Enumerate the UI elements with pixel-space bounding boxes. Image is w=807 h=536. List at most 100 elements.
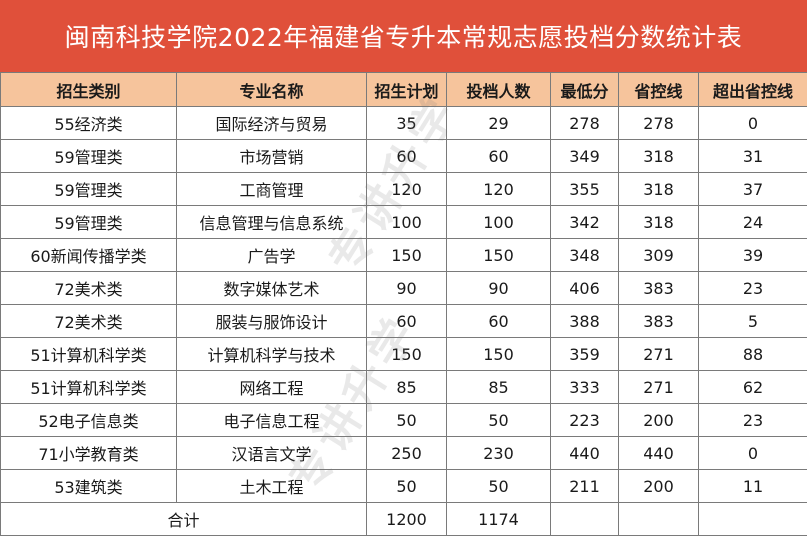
cell-control-line: 383 xyxy=(619,272,699,305)
cell-above-control: 31 xyxy=(699,140,807,173)
total-empty-cell xyxy=(551,503,619,536)
cell-control-line: 318 xyxy=(619,140,699,173)
cell-control-line: 383 xyxy=(619,305,699,338)
cell-min-score: 348 xyxy=(551,239,619,272)
cell-plan: 50 xyxy=(367,404,447,437)
cell-major: 数字媒体艺术 xyxy=(177,272,367,305)
cell-above-control: 39 xyxy=(699,239,807,272)
total-empty-cell xyxy=(619,503,699,536)
cell-plan: 85 xyxy=(367,371,447,404)
cell-major: 汉语言文学 xyxy=(177,437,367,470)
cell-control-line: 200 xyxy=(619,470,699,503)
cell-admitted: 50 xyxy=(447,404,551,437)
cell-category: 51计算机科学类 xyxy=(1,338,177,371)
cell-above-control: 0 xyxy=(699,107,807,140)
cell-plan: 60 xyxy=(367,140,447,173)
cell-major: 工商管理 xyxy=(177,173,367,206)
cell-admitted: 120 xyxy=(447,173,551,206)
cell-category: 59管理类 xyxy=(1,206,177,239)
cell-major: 网络工程 xyxy=(177,371,367,404)
cell-min-score: 211 xyxy=(551,470,619,503)
cell-category: 72美术类 xyxy=(1,305,177,338)
cell-control-line: 278 xyxy=(619,107,699,140)
cell-category: 72美术类 xyxy=(1,272,177,305)
cell-admitted: 230 xyxy=(447,437,551,470)
cell-above-control: 23 xyxy=(699,272,807,305)
cell-plan: 100 xyxy=(367,206,447,239)
header-min-score: 最低分 xyxy=(551,73,619,107)
cell-admitted: 100 xyxy=(447,206,551,239)
cell-plan: 250 xyxy=(367,437,447,470)
header-major: 专业名称 xyxy=(177,73,367,107)
page-title: 闽南科技学院2022年福建省专升本常规志愿投档分数统计表 xyxy=(65,18,743,54)
cell-category: 53建筑类 xyxy=(1,470,177,503)
cell-major: 土木工程 xyxy=(177,470,367,503)
cell-above-control: 62 xyxy=(699,371,807,404)
cell-min-score: 440 xyxy=(551,437,619,470)
cell-above-control: 88 xyxy=(699,338,807,371)
cell-plan: 120 xyxy=(367,173,447,206)
cell-admitted: 60 xyxy=(447,140,551,173)
table-header-row: 招生类别 专业名称 招生计划 投档人数 最低分 省控线 超出省控线 xyxy=(1,73,807,107)
cell-major: 市场营销 xyxy=(177,140,367,173)
cell-major: 国际经济与贸易 xyxy=(177,107,367,140)
total-row: 合计 1200 1174 xyxy=(1,503,807,536)
cell-control-line: 271 xyxy=(619,371,699,404)
cell-plan: 60 xyxy=(367,305,447,338)
cell-min-score: 406 xyxy=(551,272,619,305)
cell-major: 信息管理与信息系统 xyxy=(177,206,367,239)
cell-min-score: 349 xyxy=(551,140,619,173)
cell-admitted: 85 xyxy=(447,371,551,404)
cell-plan: 90 xyxy=(367,272,447,305)
cell-plan: 50 xyxy=(367,470,447,503)
cell-control-line: 318 xyxy=(619,173,699,206)
cell-above-control: 5 xyxy=(699,305,807,338)
cell-category: 51计算机科学类 xyxy=(1,371,177,404)
cell-major: 电子信息工程 xyxy=(177,404,367,437)
cell-min-score: 333 xyxy=(551,371,619,404)
cell-major: 服装与服饰设计 xyxy=(177,305,367,338)
cell-min-score: 388 xyxy=(551,305,619,338)
cell-min-score: 359 xyxy=(551,338,619,371)
total-plan: 1200 xyxy=(367,503,447,536)
total-label: 合计 xyxy=(1,503,367,536)
cell-category: 52电子信息类 xyxy=(1,404,177,437)
score-table: 招生类别 专业名称 招生计划 投档人数 最低分 省控线 超出省控线 55经济类国… xyxy=(0,72,807,536)
cell-min-score: 223 xyxy=(551,404,619,437)
header-plan: 招生计划 xyxy=(367,73,447,107)
cell-category: 55经济类 xyxy=(1,107,177,140)
cell-above-control: 37 xyxy=(699,173,807,206)
cell-admitted: 150 xyxy=(447,338,551,371)
header-control-line: 省控线 xyxy=(619,73,699,107)
cell-category: 60新闻传播学类 xyxy=(1,239,177,272)
cell-min-score: 278 xyxy=(551,107,619,140)
cell-category: 59管理类 xyxy=(1,140,177,173)
cell-plan: 150 xyxy=(367,338,447,371)
cell-plan: 150 xyxy=(367,239,447,272)
cell-category: 59管理类 xyxy=(1,173,177,206)
header-category: 招生类别 xyxy=(1,73,177,107)
cell-category: 71小学教育类 xyxy=(1,437,177,470)
total-admitted: 1174 xyxy=(447,503,551,536)
cell-control-line: 318 xyxy=(619,206,699,239)
cell-admitted: 150 xyxy=(447,239,551,272)
title-bar: 闽南科技学院2022年福建省专升本常规志愿投档分数统计表 xyxy=(0,0,807,72)
cell-admitted: 90 xyxy=(447,272,551,305)
header-above-control: 超出省控线 xyxy=(699,73,807,107)
cell-plan: 35 xyxy=(367,107,447,140)
cell-major: 计算机科学与技术 xyxy=(177,338,367,371)
cell-control-line: 271 xyxy=(619,338,699,371)
cell-control-line: 309 xyxy=(619,239,699,272)
